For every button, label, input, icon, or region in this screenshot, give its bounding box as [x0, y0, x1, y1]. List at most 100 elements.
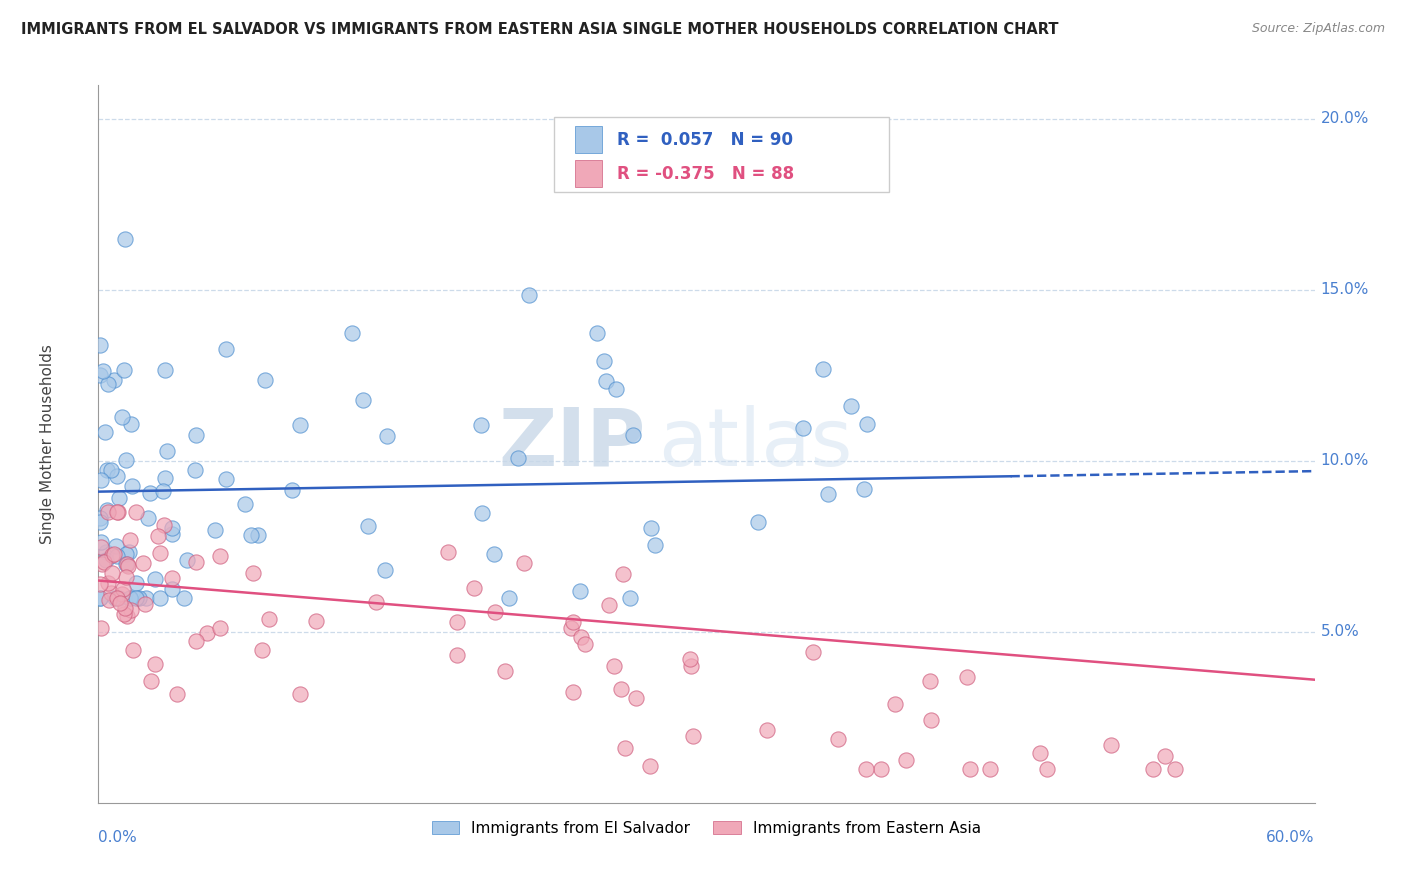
- Point: [353, 392, 375, 407]
- Point: [598, 598, 620, 612]
- Point: [107, 591, 129, 605]
- Point: [115, 547, 138, 561]
- Point: [801, 645, 824, 659]
- Point: [747, 515, 769, 529]
- Point: [619, 591, 641, 605]
- Point: [484, 605, 506, 619]
- Point: [813, 361, 835, 376]
- Point: [120, 591, 142, 605]
- Point: [288, 417, 311, 432]
- Point: [104, 539, 127, 553]
- Point: [184, 555, 207, 569]
- Point: [110, 596, 132, 610]
- Point: [281, 483, 304, 497]
- Point: [162, 527, 184, 541]
- Point: [233, 497, 256, 511]
- Point: [97, 376, 120, 391]
- Point: [114, 601, 136, 615]
- Point: [494, 664, 516, 678]
- Point: [118, 591, 141, 605]
- Point: [246, 528, 269, 542]
- Point: [894, 753, 917, 767]
- FancyBboxPatch shape: [575, 126, 602, 153]
- Point: [101, 548, 124, 562]
- Point: [111, 409, 134, 424]
- Point: [498, 591, 520, 605]
- Point: [855, 417, 877, 431]
- Text: 20.0%: 20.0%: [1320, 112, 1369, 127]
- Point: [89, 591, 111, 605]
- Point: [242, 566, 264, 580]
- Point: [89, 511, 111, 525]
- Point: [1029, 747, 1052, 761]
- FancyBboxPatch shape: [554, 117, 889, 193]
- Point: [342, 326, 364, 340]
- Point: [644, 538, 666, 552]
- Point: [162, 582, 184, 596]
- Point: [470, 418, 492, 433]
- Text: 0.0%: 0.0%: [98, 830, 138, 845]
- Point: [374, 563, 396, 577]
- Point: [122, 642, 145, 657]
- Point: [239, 528, 262, 542]
- Point: [149, 591, 172, 605]
- Text: 5.0%: 5.0%: [1320, 624, 1360, 640]
- Point: [90, 622, 112, 636]
- Point: [614, 741, 637, 756]
- Point: [107, 505, 129, 519]
- Point: [100, 586, 122, 600]
- Point: [155, 363, 177, 377]
- Point: [603, 659, 626, 673]
- Point: [108, 491, 131, 505]
- Point: [89, 576, 111, 591]
- Point: [143, 657, 166, 671]
- Point: [121, 478, 143, 492]
- Point: [118, 533, 141, 547]
- Point: [90, 473, 112, 487]
- Point: [561, 615, 583, 629]
- Point: [100, 566, 122, 581]
- Point: [484, 547, 506, 561]
- Point: [132, 556, 155, 570]
- Point: [640, 758, 662, 772]
- Point: [257, 612, 280, 626]
- Point: [173, 591, 195, 605]
- Point: [93, 425, 115, 439]
- Point: [204, 523, 226, 537]
- Point: [118, 545, 141, 559]
- Point: [610, 681, 633, 696]
- Point: [595, 374, 617, 388]
- Point: [1153, 748, 1175, 763]
- Point: [111, 587, 134, 601]
- Point: [125, 576, 148, 591]
- Point: [89, 338, 111, 352]
- Point: [160, 571, 183, 585]
- Point: [120, 417, 142, 431]
- Point: [1099, 738, 1122, 752]
- Point: [956, 670, 979, 684]
- Text: atlas: atlas: [658, 405, 852, 483]
- Point: [128, 591, 150, 605]
- Point: [160, 521, 183, 535]
- Text: R =  0.057   N = 90: R = 0.057 N = 90: [616, 131, 793, 149]
- Point: [574, 637, 596, 651]
- Point: [97, 575, 120, 590]
- Point: [756, 723, 779, 737]
- Point: [138, 486, 160, 500]
- Point: [89, 515, 111, 529]
- Point: [134, 597, 156, 611]
- Point: [586, 326, 609, 340]
- Point: [288, 687, 311, 701]
- Point: [98, 593, 121, 607]
- Point: [612, 566, 634, 581]
- Point: [105, 469, 128, 483]
- Point: [94, 552, 117, 566]
- Point: [446, 615, 468, 629]
- Point: [364, 595, 387, 609]
- Point: [89, 368, 111, 383]
- Point: [155, 471, 177, 485]
- Point: [90, 535, 112, 549]
- Point: [215, 472, 238, 486]
- Point: [869, 762, 891, 776]
- Point: [679, 659, 702, 673]
